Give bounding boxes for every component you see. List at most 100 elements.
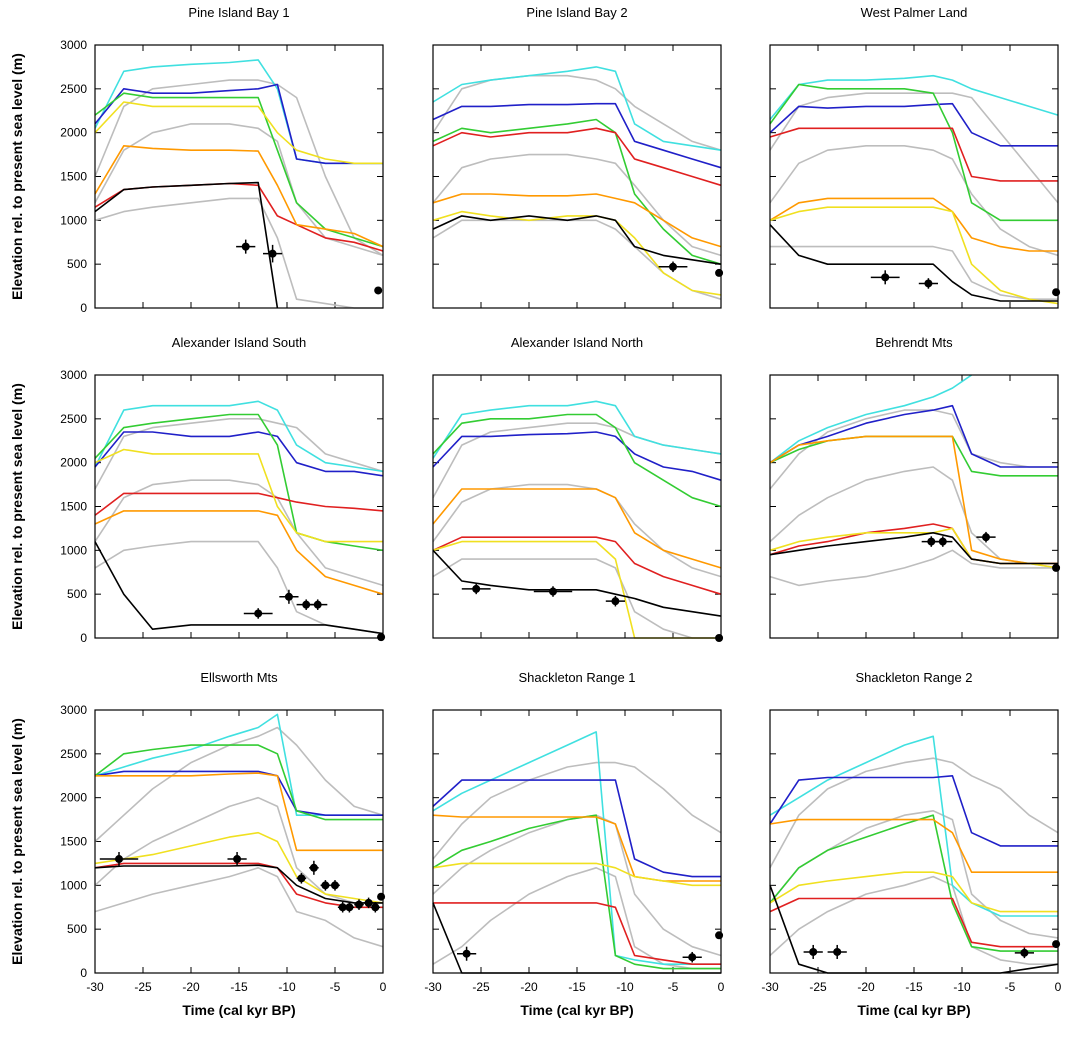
panel: Behrendt Mts (769, 335, 1061, 639)
observation (611, 597, 620, 606)
series-line (769, 897, 1058, 948)
series-line (94, 123, 384, 257)
series-line (94, 540, 384, 635)
x-tick-label: 0 (380, 980, 387, 994)
y-tick-label: 1500 (60, 500, 87, 514)
series-line (94, 182, 384, 252)
observation (321, 881, 330, 890)
series-line (432, 193, 722, 248)
observation (462, 949, 471, 958)
series-line (94, 400, 384, 473)
series-line (432, 210, 722, 296)
series-line (94, 413, 384, 552)
series-line (94, 862, 383, 909)
series-line (432, 779, 721, 878)
series-line (432, 536, 722, 595)
series-line (432, 731, 721, 965)
x-axis-label: Time (cal kyr BP) (857, 1002, 970, 1018)
x-tick-label: -30 (424, 980, 442, 994)
observation (938, 537, 947, 546)
y-tick-label: 1000 (60, 213, 87, 227)
observation (809, 947, 818, 956)
observation (345, 903, 354, 912)
y-tick-label: 2000 (60, 791, 87, 805)
series-line (769, 757, 1059, 869)
observation (715, 931, 724, 940)
y-tick-label: 1000 (60, 543, 87, 557)
series-line (769, 549, 1058, 587)
observation (115, 855, 123, 864)
x-tick-label: -5 (330, 980, 341, 994)
observation (833, 947, 842, 956)
panel: Pine Island Bay 2 (432, 5, 724, 309)
panel-title: Alexander Island South (172, 335, 306, 350)
series-line (94, 101, 383, 165)
y-tick-label: 3000 (60, 38, 87, 52)
x-tick-label: -25 (472, 980, 490, 994)
plot-frame (432, 44, 722, 309)
series-line (94, 197, 383, 309)
series-line (769, 409, 1058, 490)
plot-frame (94, 374, 384, 639)
series-line (432, 549, 722, 617)
panel: Ellsworth Mts 0 500 1000 1500 2000 2500 3000 -30… (9, 670, 387, 1018)
series-line (770, 245, 1058, 300)
series-line (94, 448, 383, 543)
observation (924, 279, 933, 288)
y-tick-label: 0 (80, 301, 87, 315)
panel-title: Shackleton Range 1 (518, 670, 635, 685)
observation (233, 855, 242, 864)
observation (371, 903, 380, 912)
y-tick-label: 1500 (60, 170, 87, 184)
series-line (432, 102, 722, 169)
series-line (432, 483, 722, 578)
observation (364, 898, 373, 907)
panel: Shackleton Range 2 -30 -25 -20 -15 -10 -5 0 Time… (761, 670, 1061, 1018)
y-axis-label: Elevation rel. to present sea level (m) (9, 718, 25, 965)
series-line (94, 145, 384, 248)
x-tick-label: 0 (1055, 980, 1062, 994)
series-line (432, 867, 721, 970)
series-line (769, 83, 1058, 222)
series-line (769, 523, 1058, 565)
series-line (94, 770, 383, 816)
observation (284, 592, 293, 601)
x-tick-label: -15 (230, 980, 248, 994)
observation (715, 268, 724, 277)
observation (1052, 288, 1061, 297)
series-line (94, 713, 383, 816)
x-axis-label: Time (cal kyr BP) (520, 1002, 633, 1018)
series-line (94, 541, 384, 635)
y-tick-label: 2000 (60, 456, 87, 470)
y-tick-label: 0 (80, 966, 87, 980)
observation (669, 262, 677, 271)
observation (297, 874, 306, 883)
plot-frame (769, 44, 1059, 309)
series-line (432, 558, 721, 639)
panel: Alexander Island South 0 500 1000 1500 2000 25… (9, 335, 386, 645)
series-line (432, 400, 722, 459)
y-axis-label: Elevation rel. to present sea level (m) (9, 383, 25, 630)
series-line (769, 814, 1058, 952)
series-line (94, 744, 383, 821)
series-line (432, 66, 722, 151)
series-line (94, 831, 384, 904)
x-tick-label: -30 (86, 980, 104, 994)
series-line (432, 488, 722, 569)
panel-title: Pine Island Bay 1 (188, 5, 289, 20)
series-line (769, 127, 1058, 182)
series-line (769, 102, 1058, 147)
observation (313, 600, 322, 609)
series-line (433, 902, 721, 965)
series-line (94, 431, 384, 477)
series-line (432, 862, 721, 887)
series-line (432, 431, 722, 481)
series-line (94, 796, 383, 904)
series-line (769, 224, 1058, 302)
x-tick-label: -20 (182, 980, 200, 994)
observation (302, 600, 311, 609)
series-line (432, 219, 722, 300)
series-line (432, 118, 722, 265)
y-tick-label: 500 (67, 587, 87, 601)
observation (377, 892, 386, 901)
